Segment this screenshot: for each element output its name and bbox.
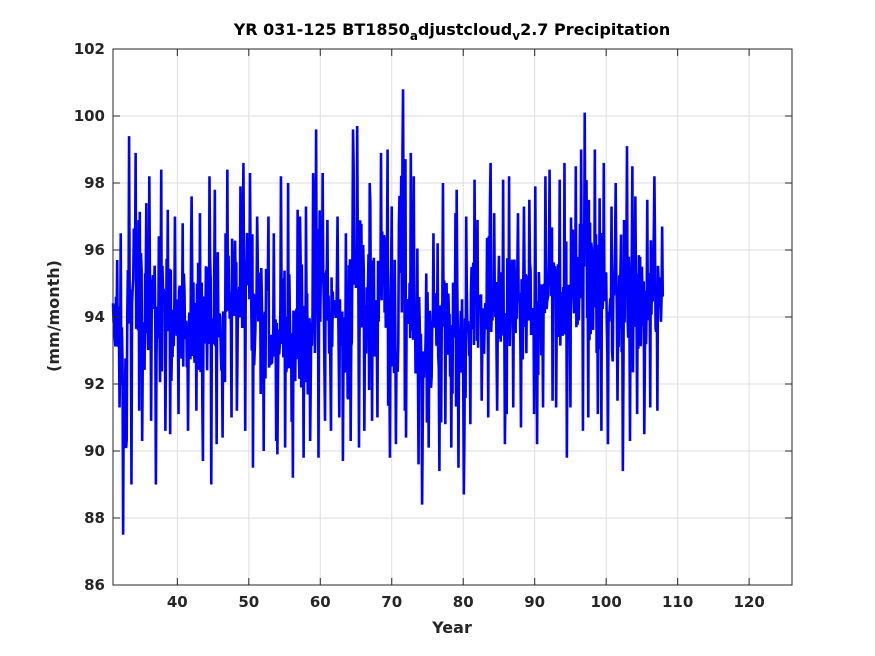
x-tick-label: 90 [524, 593, 545, 611]
x-tick-label: 80 [453, 593, 474, 611]
x-tick-label: 60 [310, 593, 331, 611]
x-tick-label: 120 [733, 593, 764, 611]
chart-title: YR 031-125 BT1850adjustcloudv2.7 Precipi… [233, 20, 671, 43]
y-tick-labels: 86 88 90 92 94 96 98 100 102 [74, 40, 105, 594]
series-group [111, 89, 665, 535]
precipitation-series-line [111, 89, 665, 535]
y-tick-label: 100 [74, 107, 105, 125]
y-tick-label: 94 [84, 308, 105, 326]
x-axis-label: Year [431, 618, 472, 637]
y-tick-label: 88 [84, 509, 105, 527]
y-tick-label: 96 [84, 241, 105, 259]
y-tick-label: 98 [84, 174, 105, 192]
y-tick-label: 90 [84, 442, 105, 460]
x-tick-label: 50 [238, 593, 259, 611]
y-tick-label: 92 [84, 375, 105, 393]
tick-marks [113, 48, 792, 586]
x-tick-label: 110 [662, 593, 693, 611]
x-tick-labels: 40 50 60 70 80 90 100 110 120 [167, 593, 765, 611]
x-tick-label: 70 [381, 593, 402, 611]
y-tick-label: 86 [84, 576, 105, 594]
x-tick-label: 40 [167, 593, 188, 611]
y-axis-label: (mm/month) [44, 260, 63, 372]
y-tick-label: 102 [74, 40, 105, 58]
x-tick-label: 100 [591, 593, 622, 611]
